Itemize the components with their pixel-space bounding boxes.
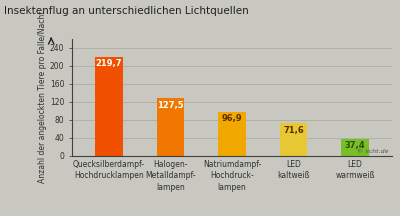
Text: Insektenflug an unterschiedlichen Lichtquellen: Insektenflug an unterschiedlichen Lichtq… xyxy=(4,6,249,16)
Bar xyxy=(218,112,246,156)
Text: 37,4: 37,4 xyxy=(345,141,365,150)
Text: 219,7: 219,7 xyxy=(96,59,122,68)
Y-axis label: Anzahl der angelockten Tiere pro Falle/Nacht: Anzahl der angelockten Tiere pro Falle/N… xyxy=(38,11,47,183)
Bar xyxy=(280,123,307,156)
Text: 71,6: 71,6 xyxy=(283,126,304,135)
Bar xyxy=(95,57,123,156)
Text: 96,9: 96,9 xyxy=(222,114,242,123)
Text: © licht.de: © licht.de xyxy=(357,149,389,154)
Text: 127,5: 127,5 xyxy=(157,101,184,110)
Bar xyxy=(341,139,369,156)
Bar xyxy=(157,98,184,156)
